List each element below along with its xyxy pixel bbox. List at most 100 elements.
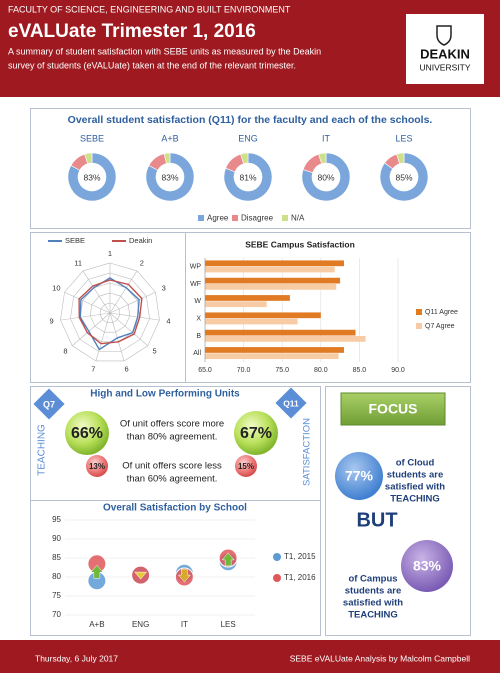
radar-ring: [60, 262, 160, 362]
campus-value: 83%: [413, 558, 442, 574]
performance-title: High and Low Performing Units: [90, 389, 240, 400]
chart-title: SEBE Campus Satisfaction: [245, 239, 355, 249]
bar-panel: [185, 232, 471, 383]
page-title: eVALUate Trimester 1, 2016: [8, 21, 256, 42]
low-value: 15%: [238, 462, 254, 471]
radar-spoke: [64, 291, 111, 314]
bar: [205, 301, 267, 308]
radar-spoke: [60, 312, 111, 321]
vertical-label: SATISFACTION: [302, 418, 313, 486]
low-circle: [235, 455, 257, 477]
radar-spoke: [109, 312, 148, 346]
tag-diamond: [275, 387, 307, 419]
campus-text: TEACHING: [348, 610, 398, 621]
bar: [205, 347, 344, 353]
donut-value-label: 83%: [83, 172, 100, 182]
x-tick-label: 65.0: [198, 367, 212, 374]
faculty: FACULTY OF SCIENCE, ENGINEERING AND BUIL…: [8, 4, 291, 14]
legend-label: Q7 Agree: [425, 323, 455, 330]
radar-axis-label: 1: [108, 249, 112, 258]
radar-spoke: [72, 312, 111, 346]
change-arrow: [177, 568, 191, 583]
legend-label: Q11 Agree: [425, 309, 458, 316]
legend-label: Disagree: [241, 214, 274, 223]
cloud-text: of Cloud: [396, 458, 435, 469]
chart-title: Overall Satisfaction by School: [103, 503, 247, 514]
radar-line: [79, 277, 140, 351]
legend-swatch: [416, 309, 422, 315]
cloud-text: TEACHING: [390, 494, 440, 505]
logo-text: UNIVERSITY: [419, 62, 470, 72]
bar: [205, 284, 337, 290]
logo-text: DEAKIN: [420, 46, 470, 61]
donut-value-label: 80%: [317, 172, 334, 182]
y-tick-label: 85: [52, 553, 61, 562]
radar-ring: [70, 272, 150, 352]
y-tick-label: WP: [190, 264, 202, 271]
radar-axis-label: 8: [63, 347, 67, 356]
y-tick-label: 80: [52, 572, 61, 581]
tag-diamond: [33, 388, 65, 420]
subtitle-line: survey of students (eVALUate) taken at t…: [8, 60, 296, 70]
radar-spoke: [95, 312, 111, 362]
radar-axis-label: 3: [162, 283, 166, 292]
radar-axis-label: 4: [166, 316, 170, 325]
high-circle: [234, 411, 278, 455]
bar: [205, 260, 344, 267]
cloud-circle: [335, 452, 383, 500]
high-text: than 80% agreement.: [127, 432, 218, 443]
x-tick-label: 85.0: [353, 367, 367, 374]
high-value: 66%: [71, 425, 103, 442]
y-tick-label: 95: [52, 515, 61, 524]
campus-text: of Campus: [348, 574, 397, 585]
y-tick-label: 75: [52, 591, 61, 600]
bar: [205, 336, 366, 342]
dot-panel: [30, 500, 321, 636]
radar-ring: [99, 302, 121, 323]
legend-swatch: [198, 215, 204, 221]
bar: [205, 295, 290, 301]
tag-text: Q7: [43, 399, 55, 409]
radar-panel: [30, 232, 186, 383]
logo-crest: [436, 25, 452, 46]
legend-label: T1, 2016: [284, 573, 316, 582]
vertical-label: TEACHING: [37, 424, 48, 476]
radar-axis-label: 10: [52, 283, 60, 292]
x-tick-label: LES: [221, 620, 236, 629]
radar-axis-label: 7: [91, 365, 95, 374]
y-tick-label: All: [193, 350, 201, 357]
donut-segment: [301, 152, 351, 202]
x-tick-label: 90.0: [391, 367, 405, 374]
legend-label: N/A: [291, 214, 305, 223]
donut-value-label: 85%: [395, 172, 412, 182]
donut-value-label: 81%: [239, 172, 256, 182]
y-tick-label: X: [196, 316, 201, 323]
x-tick-label: 75.0: [275, 367, 289, 374]
bar: [205, 353, 339, 360]
legend-swatch: [273, 574, 281, 582]
low-text: Of unit offers score less: [122, 461, 222, 472]
legend-swatch: [232, 215, 238, 221]
focus-label: FOCUS: [369, 401, 418, 417]
x-tick-label: IT: [181, 620, 188, 629]
y-tick-label: B: [196, 333, 201, 340]
focus-panel: [325, 386, 471, 636]
radar-spoke: [109, 312, 160, 321]
radar-spoke: [82, 270, 111, 314]
cloud-text: students are: [387, 470, 444, 481]
donut-label: LES: [395, 133, 412, 143]
chart-title: Overall student satisfaction (Q11) for t…: [68, 114, 433, 126]
footer-credit: SEBE eVALUate Analysis by Malcolm Campbe…: [290, 653, 470, 663]
change-arrow: [221, 552, 235, 567]
campus-circle: [401, 540, 453, 592]
cloud-value: 77%: [345, 468, 374, 484]
focus-button[interactable]: [340, 392, 446, 426]
donut-segment: [163, 152, 171, 164]
campus-text: satisfied with: [343, 598, 403, 609]
low-text: than 60% agreement.: [127, 474, 218, 485]
bar: [205, 277, 341, 284]
radar-spoke: [109, 312, 125, 362]
high-text: Of unit offers score more: [120, 419, 224, 430]
donut-value-label: 83%: [161, 172, 178, 182]
donut-segment: [318, 152, 327, 165]
